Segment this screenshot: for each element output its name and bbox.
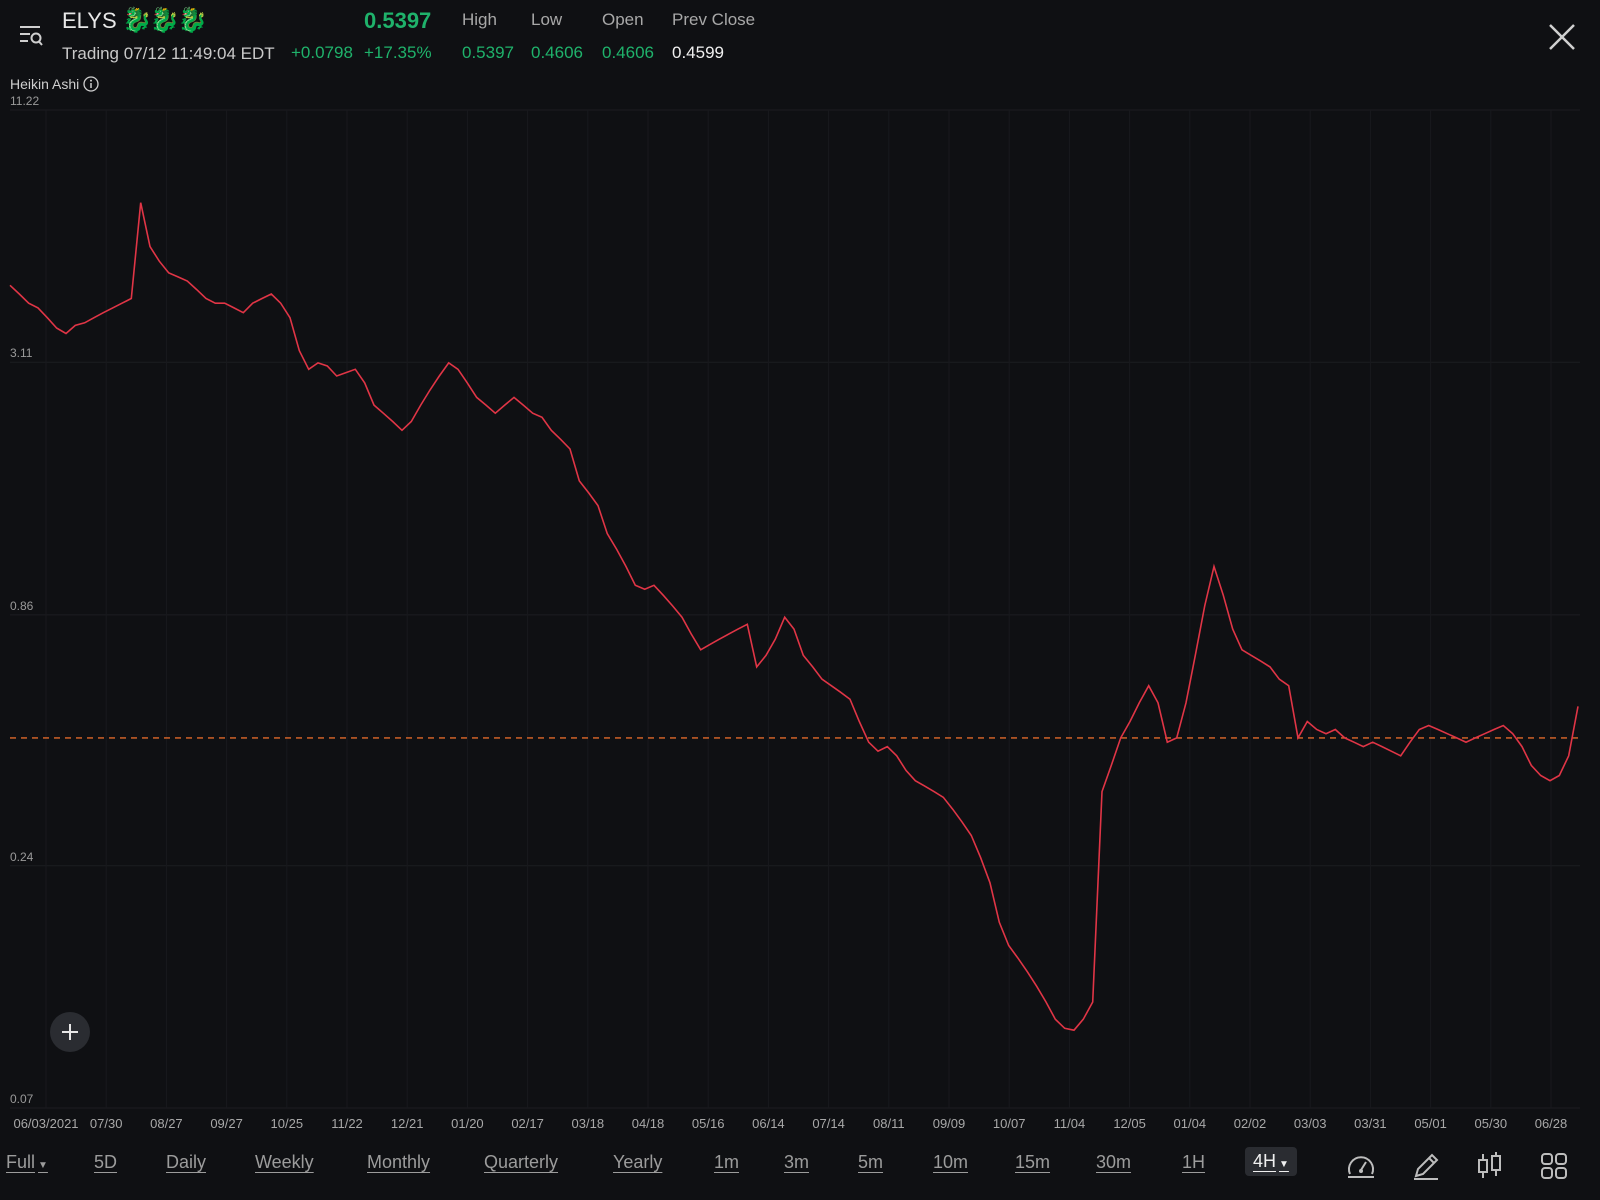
info-icon[interactable] (83, 76, 99, 92)
x-tick-label: 12/05 (1113, 1116, 1146, 1131)
x-tick-label: 03/03 (1293, 1116, 1327, 1131)
timeframe-5d[interactable]: 5D (94, 1152, 118, 1172)
x-tick-label: 01/20 (451, 1116, 484, 1131)
stat-open-value: 0.4606 (602, 43, 654, 62)
x-tick-label: 07/14 (812, 1116, 845, 1131)
timeframe-monthly[interactable]: Monthly (367, 1152, 431, 1172)
x-tick-label: 05/30 (1474, 1116, 1508, 1131)
grid-icon[interactable] (1538, 1150, 1570, 1182)
indicator-label[interactable]: Heikin Ashi (10, 76, 99, 92)
timeframe-yearly[interactable]: Yearly (613, 1152, 663, 1172)
chevron-down-icon: ▼ (1279, 1159, 1289, 1170)
x-tick-label: 11/04 (1053, 1116, 1086, 1131)
timeframe-10m[interactable]: 10m (933, 1152, 969, 1172)
timeframe-5m[interactable]: 5m (858, 1152, 884, 1172)
price-change: +0.0798 (291, 43, 353, 62)
x-tick-label: 08/27 (150, 1116, 183, 1131)
x-tick-label: 06/03/2021 (13, 1116, 79, 1131)
stat-prev-close-label: Prev Close (672, 10, 756, 29)
timeframe-full[interactable]: Full ▼ (6, 1152, 48, 1172)
x-tick-label: 05/16 (691, 1116, 725, 1131)
stat-high-label: High (462, 10, 497, 29)
y-tick-label: 0.86 (10, 598, 34, 613)
timeframe-daily[interactable]: Daily (166, 1152, 207, 1172)
x-tick-label: 06/28 (1534, 1116, 1568, 1131)
timeframe-1m[interactable]: 1m (714, 1152, 740, 1172)
price-change-percent: +17.35% (364, 43, 432, 62)
last-price: 0.5397 (364, 8, 432, 33)
stat-prev-close-value: 0.4599 (672, 43, 724, 62)
timeframe-3m[interactable]: 3m (784, 1152, 810, 1172)
close-icon[interactable] (1545, 20, 1579, 54)
x-tick-label: 09/09 (932, 1116, 966, 1131)
timeframe-weekly[interactable]: Weekly (255, 1152, 314, 1172)
x-tick-label: 05/01 (1414, 1116, 1447, 1131)
x-tick-label: 01/04 (1173, 1116, 1207, 1131)
x-tick-label: 08/11 (873, 1116, 905, 1131)
stat-low-label: Low (531, 10, 563, 29)
x-tick-label: 02/17 (511, 1116, 544, 1131)
ticker-emoji: 🐉🐉🐉 (122, 7, 208, 34)
speedometer-icon[interactable] (1345, 1150, 1377, 1182)
x-tick-label: 09/27 (210, 1116, 243, 1131)
indicator-name: Heikin Ashi (10, 76, 80, 92)
stat-high-value: 0.5397 (462, 43, 514, 62)
x-tick-label: 02/02 (1233, 1116, 1267, 1131)
timeframe-quarterly[interactable]: Quarterly (484, 1152, 559, 1172)
price-line (9, 202, 1579, 1032)
trading-status: Trading 07/12 11:49:04 EDT (62, 44, 275, 63)
y-tick-label: 0.24 (10, 849, 34, 864)
x-tick-label: 06/14 (752, 1116, 785, 1131)
x-tick-label: 03/31 (1354, 1116, 1387, 1131)
menu-search-icon[interactable] (18, 22, 44, 48)
y-tick-label: 11.22 (10, 94, 40, 108)
y-tick-label: 3.11 (10, 346, 33, 361)
timeframe-30m[interactable]: 30m (1096, 1152, 1132, 1172)
ticker-symbol: ELYS (62, 8, 117, 33)
timeframe-15m[interactable]: 15m (1015, 1152, 1051, 1172)
x-tick-label: 12/21 (390, 1116, 424, 1131)
x-tick-label: 10/07 (992, 1116, 1026, 1131)
timeframe-1h[interactable]: 1H (1182, 1152, 1206, 1172)
x-tick-label: 04/18 (631, 1116, 665, 1131)
stat-open-label: Open (602, 10, 644, 29)
x-tick-label: 07/30 (89, 1116, 123, 1131)
y-tick-label: 0.07 (10, 1092, 34, 1106)
x-tick-label: 03/18 (571, 1116, 605, 1131)
stat-low-value: 0.4606 (531, 43, 583, 62)
x-tick-label: 11/22 (331, 1116, 363, 1131)
add-indicator-button[interactable] (50, 1012, 90, 1052)
timeframe-4h[interactable]: 4H ▼ (1245, 1147, 1297, 1176)
candlestick-icon[interactable] (1474, 1150, 1506, 1182)
x-tick-label: 10/25 (270, 1116, 304, 1131)
pencil-icon[interactable] (1410, 1150, 1442, 1182)
chevron-down-icon: ▼ (38, 1160, 48, 1171)
